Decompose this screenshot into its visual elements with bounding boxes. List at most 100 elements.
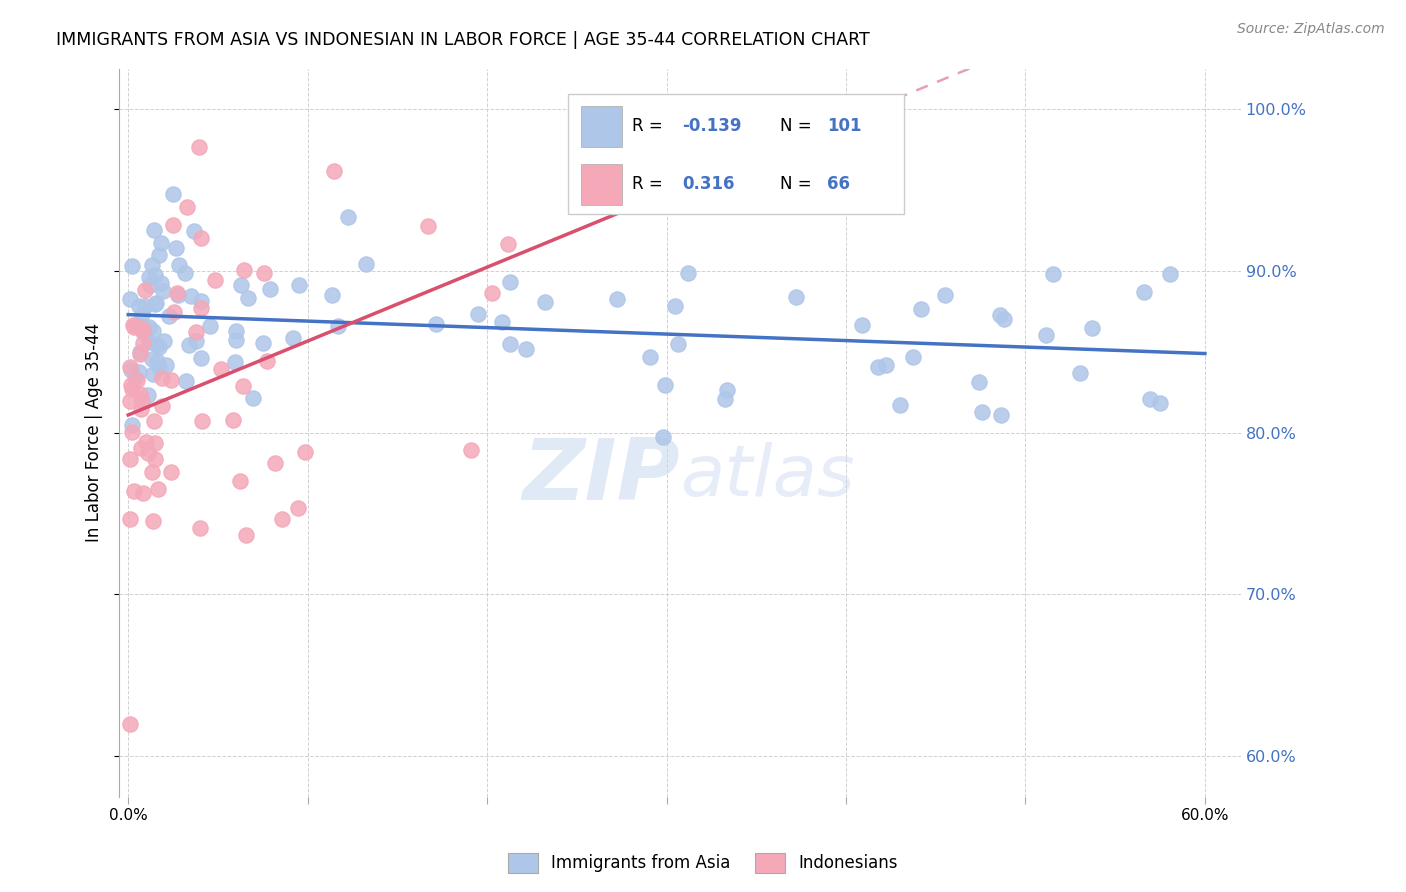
Point — [190, 230, 212, 244]
Point — [122, 318, 145, 332]
Point — [287, 500, 309, 515]
Point — [124, 371, 146, 385]
Point — [1069, 366, 1091, 380]
Point — [141, 352, 163, 367]
Point — [496, 237, 519, 252]
Point — [132, 335, 155, 350]
Point — [162, 218, 184, 232]
Point — [120, 359, 142, 374]
Point — [150, 371, 173, 385]
Y-axis label: In Labor Force | Age 35-44: In Labor Force | Age 35-44 — [86, 323, 103, 542]
Point — [868, 359, 890, 374]
Point — [232, 379, 254, 393]
Point — [326, 318, 349, 333]
Point — [188, 139, 211, 153]
Point — [515, 342, 537, 356]
Point — [122, 320, 145, 334]
Point — [970, 405, 993, 419]
Point — [499, 336, 522, 351]
Point — [235, 528, 257, 542]
Point — [184, 325, 207, 339]
Point — [134, 283, 156, 297]
Point — [186, 334, 208, 348]
Point — [143, 223, 166, 237]
Point — [222, 413, 245, 427]
Point — [321, 288, 343, 302]
Point — [129, 320, 152, 334]
Point — [127, 373, 149, 387]
Point — [142, 514, 165, 528]
Point — [253, 266, 276, 280]
Point — [785, 290, 807, 304]
Point — [129, 344, 152, 359]
Point — [676, 266, 699, 280]
Point — [146, 337, 169, 351]
Point — [252, 336, 274, 351]
Point — [190, 351, 212, 365]
Point — [270, 512, 292, 526]
Point — [1042, 268, 1064, 282]
Point — [191, 414, 214, 428]
Point — [967, 375, 990, 389]
Point — [131, 307, 153, 321]
Point — [118, 393, 141, 408]
Point — [1035, 327, 1057, 342]
Point — [259, 282, 281, 296]
Point — [136, 446, 159, 460]
Point — [322, 164, 344, 178]
Point — [120, 717, 142, 731]
Point — [159, 465, 181, 479]
Point — [138, 320, 160, 334]
Point — [640, 350, 662, 364]
Point — [120, 378, 142, 392]
Point — [716, 383, 738, 397]
Point — [146, 482, 169, 496]
Point — [143, 297, 166, 311]
Point — [229, 474, 252, 488]
Point — [711, 177, 734, 191]
Point — [121, 425, 143, 440]
Point — [122, 483, 145, 498]
Point — [1139, 392, 1161, 406]
Point — [165, 241, 187, 255]
Point — [224, 355, 246, 369]
Point — [145, 296, 167, 310]
Text: IMMIGRANTS FROM ASIA VS INDONESIAN IN LABOR FORCE | AGE 35-44 CORRELATION CHART: IMMIGRANTS FROM ASIA VS INDONESIAN IN LA… — [56, 31, 870, 49]
Point — [499, 275, 522, 289]
Point — [160, 373, 183, 387]
Point — [141, 259, 163, 273]
Point — [174, 266, 197, 280]
Point — [617, 102, 640, 116]
Point — [264, 456, 287, 470]
Point — [118, 512, 141, 526]
Point — [1080, 321, 1102, 335]
Point — [481, 286, 503, 301]
Point — [606, 292, 628, 306]
Point — [166, 288, 188, 302]
Point — [176, 200, 198, 214]
Point — [1132, 285, 1154, 299]
Point — [491, 315, 513, 329]
Legend: Immigrants from Asia, Indonesians: Immigrants from Asia, Indonesians — [501, 847, 905, 880]
Point — [132, 326, 155, 340]
Point — [162, 305, 184, 319]
Point — [190, 301, 212, 315]
Point — [150, 236, 173, 251]
Point — [142, 414, 165, 428]
Point — [150, 276, 173, 290]
Point — [132, 319, 155, 334]
Point — [1159, 267, 1181, 281]
Point — [138, 335, 160, 350]
Point — [157, 309, 180, 323]
Point — [256, 354, 278, 368]
Point — [174, 374, 197, 388]
Point — [889, 398, 911, 412]
Point — [745, 120, 768, 134]
Point — [851, 318, 873, 333]
Text: ZIP: ZIP — [523, 434, 681, 517]
Point — [229, 277, 252, 292]
Point — [238, 291, 260, 305]
Point — [225, 324, 247, 338]
Point — [177, 338, 200, 352]
Point — [142, 324, 165, 338]
